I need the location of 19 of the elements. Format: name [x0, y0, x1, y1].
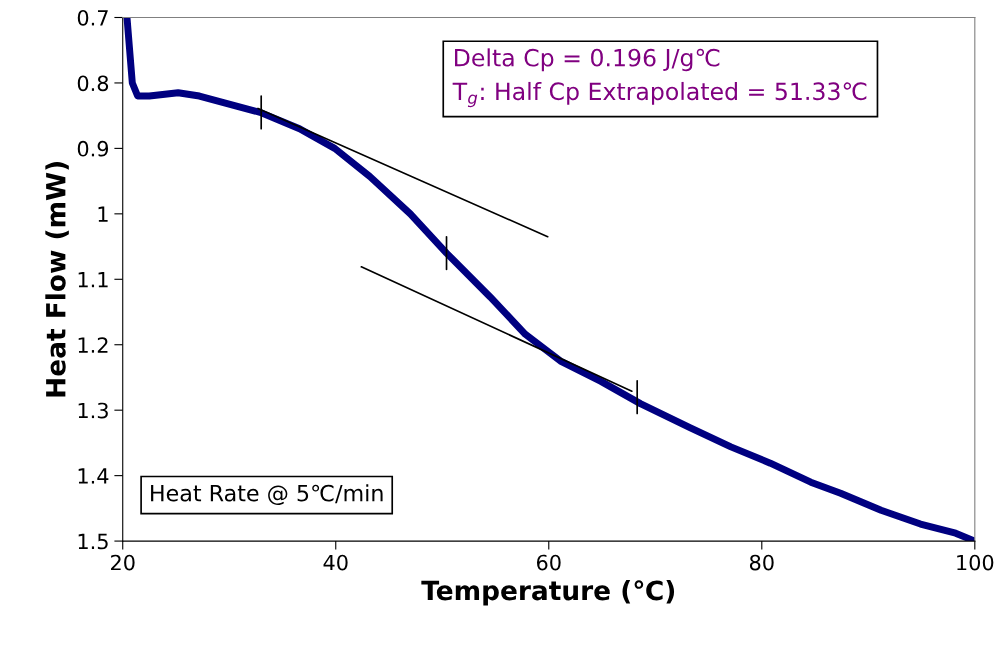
y-tick-label: 0.9 [77, 140, 109, 157]
annotation: Delta Cp = 0.196 J/g℃ [455, 48, 720, 72]
y-tick-label: 1.5 [78, 533, 108, 550]
x-tick-label: 60 [536, 554, 561, 571]
y-axis-title: Heat Flow (mW) [45, 162, 69, 397]
y-tick-label: 0.7 [77, 9, 108, 26]
y-tick-label: 1 [98, 206, 108, 222]
y-tick-label: 1.2 [78, 337, 108, 353]
x-axis-title: Temperature (℃) [421, 580, 675, 606]
y-tick-label: 1.4 [78, 468, 109, 484]
x-tick-label: 20 [111, 554, 135, 571]
x-tick-label: 80 [749, 554, 774, 571]
x-tick-label: 40 [323, 554, 348, 571]
y-tick-label: 0.8 [77, 75, 109, 92]
annotation: T$_{g}$: Half Cp Extrapolated = 51.33℃ [452, 81, 867, 108]
y-tick-label: 1.1 [78, 272, 108, 288]
y-tick-label: 1.3 [78, 402, 108, 419]
annotation: Heat Rate @ 5℃/min [151, 484, 383, 506]
x-tick-label: 100 [957, 554, 994, 571]
